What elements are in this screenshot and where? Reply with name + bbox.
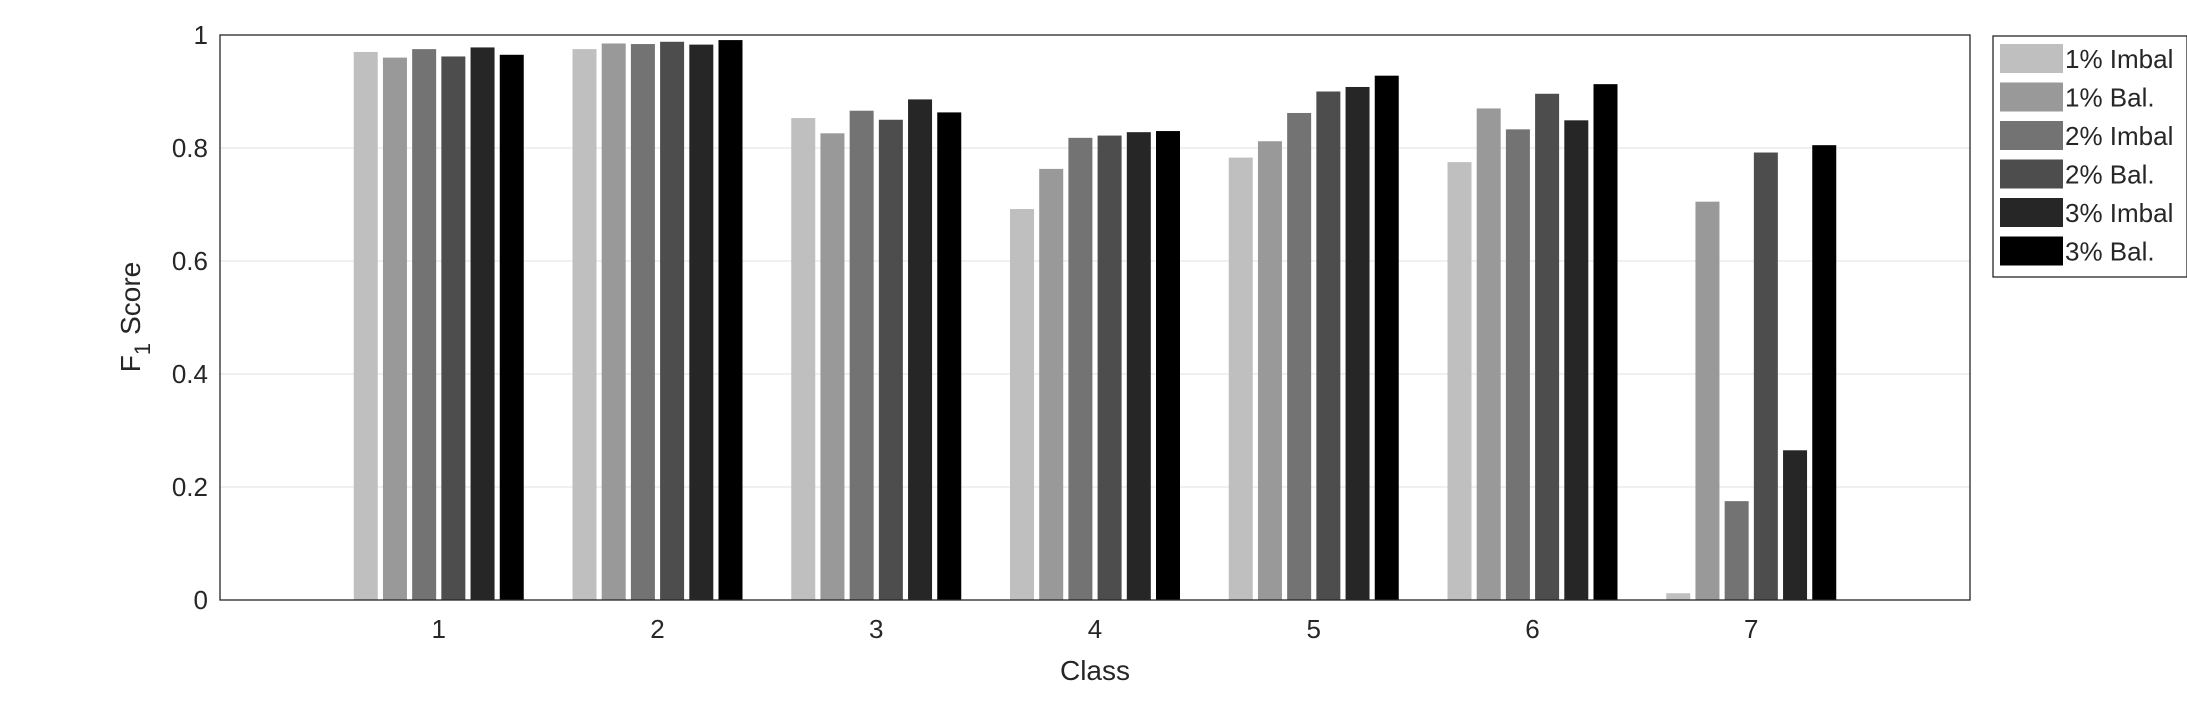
- bar: [1374, 75, 1399, 601]
- bar: [1535, 93, 1560, 600]
- bar: [820, 133, 845, 600]
- bar: [1126, 132, 1151, 600]
- y-axis-ticks: 0 0.2 0.4 0.6 0.8 1: [172, 20, 208, 615]
- y-axis-label-prefix: F: [115, 355, 146, 372]
- legend-swatch: [2000, 236, 2063, 266]
- bar: [1097, 135, 1122, 600]
- x-tick-label: 7: [1744, 614, 1758, 644]
- bar: [1783, 450, 1808, 600]
- legend-item-label: 1% Bal.: [2065, 83, 2155, 113]
- legend: 1% Imbal 1% Bal. 2% Imbal 2% Bal. 3% Imbal 3%…: [1992, 35, 2187, 278]
- y-tick-label: 0.2: [172, 472, 208, 502]
- bar: [499, 54, 524, 600]
- bar: [1287, 112, 1312, 600]
- bar: [1345, 86, 1370, 601]
- bar: [1228, 157, 1253, 601]
- x-tick-label: 3: [869, 614, 883, 644]
- bar: [1695, 201, 1720, 601]
- bar: [1039, 168, 1064, 600]
- bar: [353, 51, 378, 600]
- legend-swatch: [2000, 198, 2063, 227]
- x-tick-label: 6: [1525, 614, 1539, 644]
- bar: [630, 44, 655, 601]
- legend-item-label: 3% Bal.: [2065, 237, 2155, 267]
- bar: [1156, 131, 1180, 601]
- x-tick-label: 4: [1088, 614, 1102, 644]
- bar: [1068, 137, 1093, 600]
- x-tick-label: 5: [1307, 614, 1321, 644]
- legend-item-label: 2% Imbal: [2065, 121, 2173, 151]
- bar: [470, 47, 495, 601]
- y-axis-label: F1 Score: [115, 262, 155, 373]
- bar: [441, 56, 466, 601]
- bar: [1593, 84, 1618, 600]
- x-axis-label: Class: [1060, 655, 1130, 686]
- bar: [718, 40, 743, 600]
- bar: [1476, 108, 1501, 600]
- bar: [660, 41, 685, 600]
- legend-swatch: [2000, 159, 2063, 189]
- legend-item-label: 3% Imbal: [2065, 198, 2173, 228]
- legend-swatch: [2000, 82, 2063, 112]
- bar: [689, 44, 714, 601]
- y-tick-label: 0.6: [172, 246, 208, 276]
- bar: [382, 57, 407, 601]
- bar: [601, 43, 626, 601]
- plot-area-frame: [219, 34, 1971, 601]
- bar: [937, 112, 962, 600]
- y-tick-label: 0.4: [172, 359, 208, 389]
- bar: [1316, 91, 1341, 600]
- bar: [412, 49, 437, 600]
- bar: [572, 49, 597, 600]
- legend-item-label: 2% Bal.: [2065, 160, 2155, 190]
- x-tick-label: 2: [650, 614, 664, 644]
- bar: [1010, 209, 1034, 600]
- y-axis-label-subscript: 1: [130, 343, 155, 355]
- bar: [1753, 152, 1778, 600]
- bars: [353, 40, 1837, 601]
- legend-swatch: [2000, 121, 2063, 150]
- bar: [1666, 593, 1691, 600]
- x-tick-label: 1: [432, 614, 446, 644]
- bar: [1812, 145, 1837, 601]
- bar: [1724, 501, 1749, 600]
- y-tick-label: 1: [194, 20, 208, 50]
- x-axis-ticks: 1 2 3 4 5 6 7: [432, 614, 1759, 644]
- bar: [908, 99, 933, 600]
- bar: [1447, 162, 1472, 600]
- bar: [1564, 120, 1589, 600]
- bar: [849, 110, 874, 601]
- bar: [878, 119, 903, 600]
- bar: [791, 118, 816, 601]
- bar: [1257, 141, 1282, 600]
- legend-swatch: [2000, 44, 2063, 73]
- svg-text:F1Score: F1 Score: [115, 262, 155, 373]
- y-tick-label: 0.8: [172, 133, 208, 163]
- legend-item-label: 1% Imbal: [2065, 44, 2173, 74]
- y-tick-label: 0: [194, 585, 208, 615]
- bar: [1505, 129, 1530, 601]
- y-axis-label-text: Score: [115, 262, 146, 335]
